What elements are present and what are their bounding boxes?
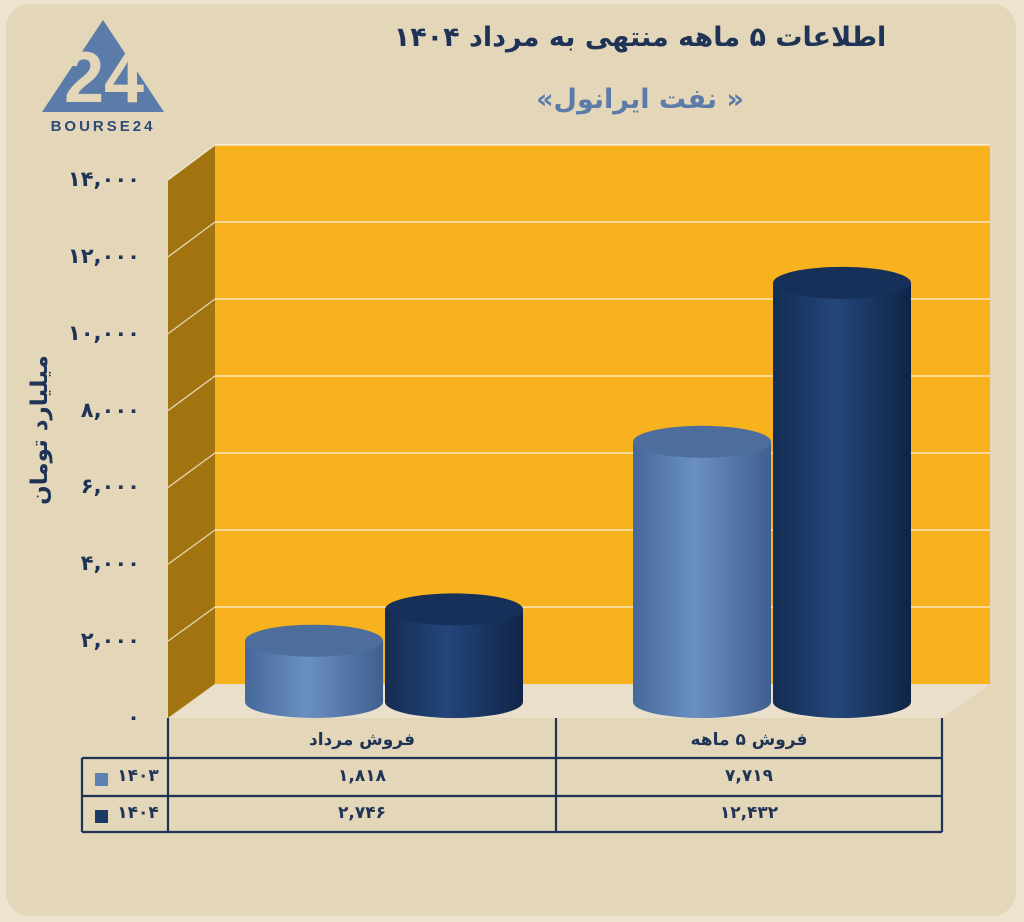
gridline-side [167, 452, 216, 488]
y-tick-label: ۸,۰۰۰ [80, 397, 140, 422]
gridline-side [167, 529, 216, 565]
legend-series-label: ۱۴۰۴ [117, 803, 159, 823]
category-label: فروش ۵ ماهه [690, 730, 808, 750]
gridline-side [167, 144, 216, 181]
gridline-side [167, 298, 216, 335]
data-label: ۷,۷۱۹ [725, 766, 773, 786]
bar-cap [633, 425, 771, 458]
chart-title: اطلاعات ۵ ماهه منتهی به مرداد ۱۴۰۴ [393, 22, 887, 53]
y-tick-label: ۱۰,۰۰۰ [67, 320, 140, 345]
y-tick-label: ۱۴,۰۰۰ [67, 167, 140, 191]
bar-cap [385, 593, 523, 626]
data-label: ۱,۸۱۸ [338, 766, 386, 786]
y-tick-label: ۱۲,۰۰۰ [67, 243, 140, 268]
bar-cap [245, 624, 383, 657]
data-label: ۲,۷۴۶ [338, 803, 386, 823]
bar [633, 441, 771, 718]
bar [385, 609, 523, 718]
plot-side-wall [168, 145, 215, 718]
bourse24-logo: 24 [42, 20, 164, 118]
legend-swatch [95, 773, 108, 786]
logo-text: BOURSE24 [50, 118, 156, 135]
category-label: فروش مرداد [308, 730, 416, 750]
bar [773, 282, 911, 718]
bar-cap [773, 266, 911, 299]
data-label: ۱۲,۴۳۲ [719, 803, 779, 823]
y-tick-label: ۶,۰۰۰ [80, 474, 140, 499]
chart-subtitle: « نفت ایرانول» [536, 84, 744, 115]
gridline-side [167, 221, 216, 258]
bar [245, 640, 383, 718]
logo-numeral: 24 [64, 38, 144, 118]
legend-series-label: ۱۴۰۳ [117, 766, 159, 786]
y-tick-label: ۲,۰۰۰ [80, 628, 140, 653]
y-tick-label: ۰ [127, 705, 140, 729]
y-tick-label: ۴,۰۰۰ [80, 551, 140, 576]
legend-swatch [95, 810, 108, 823]
gridline-side [167, 375, 216, 412]
gridline-side [167, 606, 216, 642]
